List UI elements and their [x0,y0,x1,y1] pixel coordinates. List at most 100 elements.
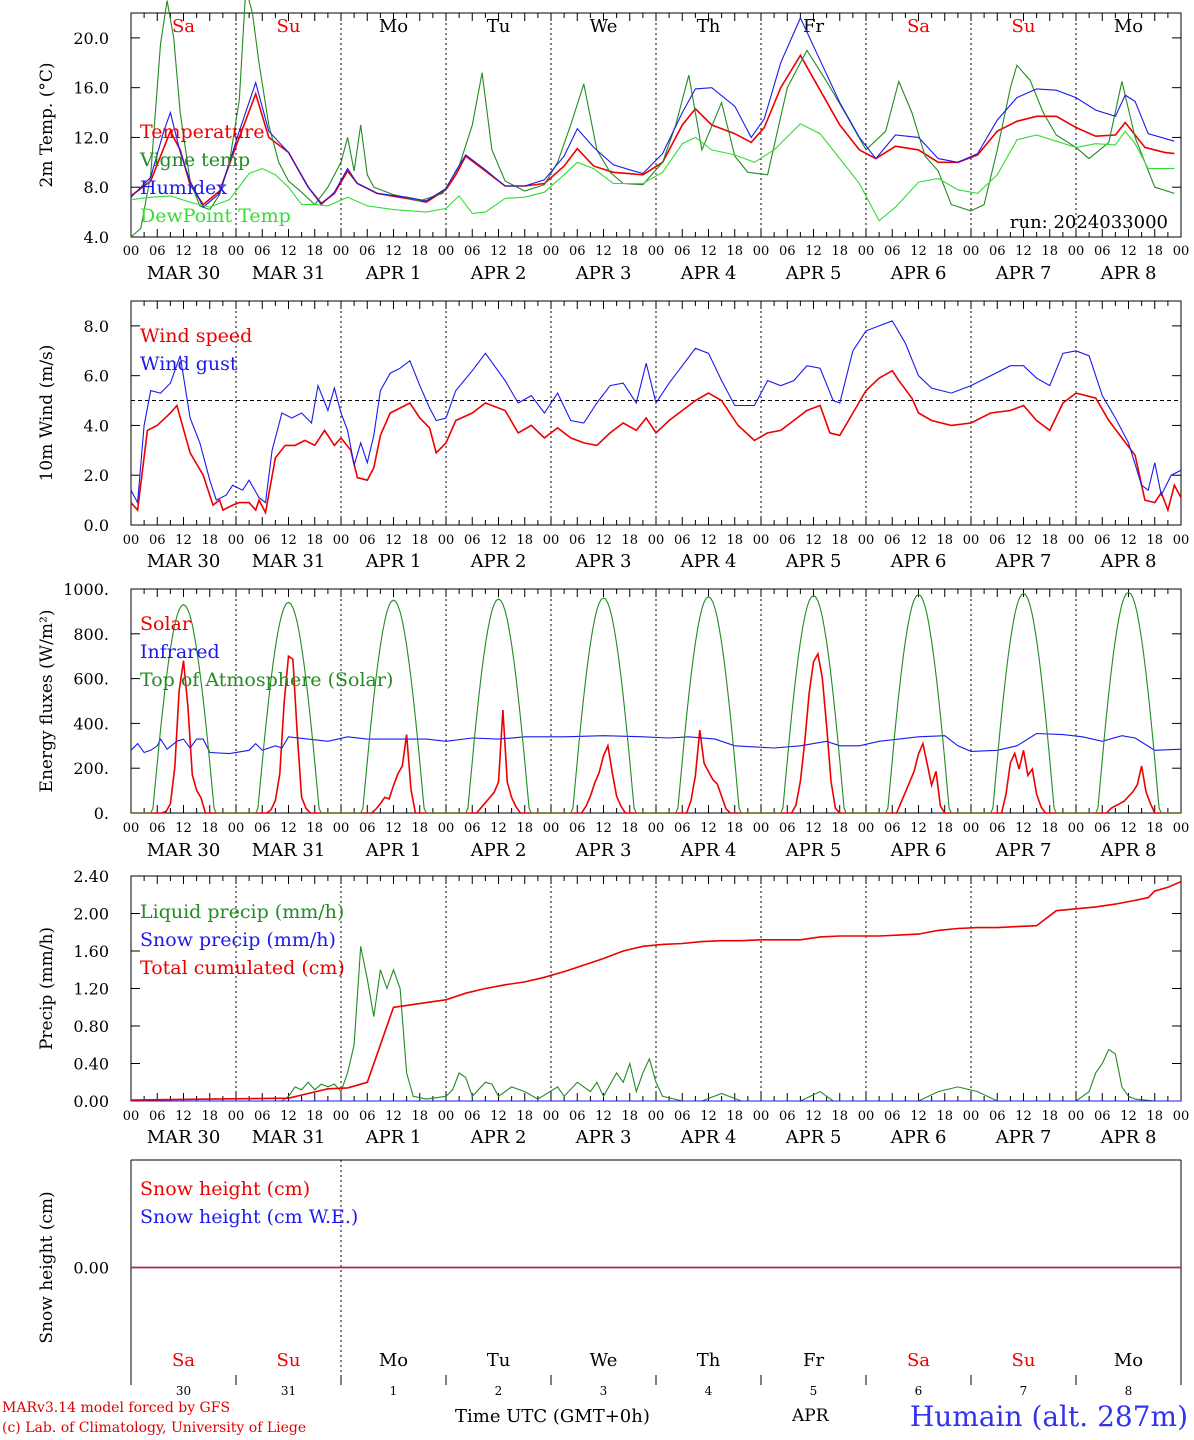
hour-tick-label: 12 [175,1109,192,1124]
date-label: APR 5 [785,263,842,284]
hour-tick-label: 18 [201,1109,218,1124]
date-label: APR 2 [470,840,527,861]
legend-entry: Total cumulated (cm) [140,957,345,979]
day-of-week-label: Mo [379,16,408,37]
date-label: APR 5 [785,551,842,572]
day-of-week-label: Sa [172,16,195,37]
y-tick-label: 2.0 [84,466,109,485]
date-label: APR 3 [575,1127,632,1148]
hour-tick-label: 18 [726,821,743,836]
date-label: APR 8 [1100,263,1157,284]
hour-tick-label: 06 [674,1109,691,1124]
hour-tick-label: 00 [963,1109,980,1124]
hour-tick-label: 12 [385,533,402,548]
y-tick-label: 0.00 [73,1092,109,1111]
hour-tick-label: 12 [1120,533,1137,548]
legend-entry: Snow height (cm W.E.) [140,1206,358,1228]
hour-tick-label: 00 [858,244,875,259]
hour-tick-label: 12 [385,1109,402,1124]
hour-tick-label: 18 [411,1109,428,1124]
y-tick-label: 0. [94,804,109,823]
y-tick-label: 200. [73,759,109,778]
date-label: APR 7 [995,551,1052,572]
hour-tick-label: 18 [516,821,533,836]
hour-tick-label: 06 [674,821,691,836]
y-tick-label: 0.0 [84,516,109,535]
hour-tick-label: 12 [175,533,192,548]
date-label: APR 1 [365,1127,422,1148]
day-number-label: 7 [1020,1384,1028,1398]
hour-tick-label: 12 [595,533,612,548]
hour-tick-label: 06 [464,1109,481,1124]
date-label: MAR 31 [252,840,326,861]
hour-tick-label: 00 [1068,1109,1085,1124]
hour-tick-label: 12 [700,821,717,836]
y-axis-title: Snow height (cm) [37,1191,57,1343]
hour-tick-label: 00 [228,1109,245,1124]
y-tick-label: 12.0 [73,128,109,147]
hour-tick-label: 06 [464,533,481,548]
date-label: APR 7 [995,263,1052,284]
legend-entry: Temperature [140,121,264,143]
hour-tick-label: 00 [753,821,770,836]
date-label: APR 3 [575,840,632,861]
hour-tick-label: 18 [201,244,218,259]
day-of-week-label: Th [697,16,721,37]
hour-tick-label: 12 [595,1109,612,1124]
hour-tick-label: 06 [359,821,376,836]
hour-tick-label: 06 [884,533,901,548]
hour-tick-label: 12 [805,533,822,548]
hour-tick-label: 00 [858,821,875,836]
hour-tick-label: 06 [569,821,586,836]
day-of-week-label: Mo [379,1350,408,1371]
hour-tick-label: 12 [910,244,927,259]
hour-tick-label: 00 [648,244,665,259]
hour-tick-label: 00 [648,821,665,836]
hour-tick-label: 00 [438,821,455,836]
hour-tick-label: 18 [621,533,638,548]
y-tick-label: 8.0 [84,317,109,336]
series-line-top-of-atmosphere-solar- [131,591,1181,814]
day-number-label: 8 [1125,1384,1133,1398]
legend-entry: Wind gust [140,353,238,375]
hour-tick-label: 12 [490,1109,507,1124]
y-tick-label: 4.0 [84,416,109,435]
date-label: APR 3 [575,551,632,572]
hour-tick-label: 06 [779,533,796,548]
y-tick-label: 600. [73,670,109,689]
hour-tick-label: 18 [306,1109,323,1124]
y-axis-title: 10m Wind (m/s) [37,345,57,482]
hour-tick-label: 18 [621,244,638,259]
hour-tick-label: 18 [726,1109,743,1124]
hour-tick-label: 00 [1173,244,1190,259]
date-label: MAR 31 [252,263,326,284]
day-of-week-label: Sa [907,1350,930,1371]
date-label: MAR 30 [147,1127,221,1148]
date-label: APR 8 [1100,1127,1157,1148]
hour-tick-label: 12 [1015,1109,1032,1124]
hour-tick-label: 06 [674,244,691,259]
day-number-label: 2 [495,1384,503,1398]
hour-tick-label: 00 [228,821,245,836]
hour-tick-label: 06 [359,244,376,259]
hour-tick-label: 00 [228,533,245,548]
hour-tick-label: 00 [438,244,455,259]
y-tick-label: 1000. [63,580,109,599]
hour-tick-label: 06 [254,821,271,836]
hour-tick-label: 12 [1015,244,1032,259]
legend-entry: Humidex [140,177,227,199]
hour-tick-label: 06 [1094,1109,1111,1124]
hour-tick-label: 00 [543,244,560,259]
hour-tick-label: 12 [595,821,612,836]
hour-tick-label: 12 [805,244,822,259]
hour-tick-label: 00 [438,1109,455,1124]
hour-tick-label: 06 [149,821,166,836]
hour-tick-label: 06 [569,1109,586,1124]
hour-tick-label: 06 [884,821,901,836]
legend-entry: Wind speed [140,325,252,347]
hour-tick-label: 00 [648,1109,665,1124]
hour-tick-label: 00 [543,821,560,836]
hour-tick-label: 00 [1068,244,1085,259]
y-axis-title: Precip (mm/h) [37,927,57,1050]
hour-tick-label: 00 [333,533,350,548]
